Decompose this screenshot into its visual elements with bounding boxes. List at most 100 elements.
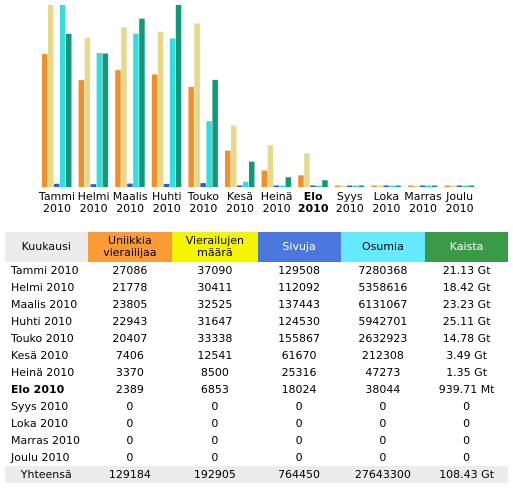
table-cell: Tammi 2010 (11, 264, 79, 277)
bar (225, 150, 231, 187)
bar (371, 185, 377, 187)
table-cell: 3.49 Gt (446, 349, 488, 362)
month-label: Syys 2010 (335, 190, 364, 215)
column-header: Kaista (425, 232, 508, 262)
table-cell: 0 (463, 451, 471, 464)
bar (66, 33, 72, 187)
table-cell: 30411 (197, 281, 233, 294)
table-cell: 2632923 (358, 332, 408, 345)
total-cell: 27643300 (340, 466, 426, 483)
table-cell: 23.23 Gt (442, 298, 491, 311)
table-cell: 939.71 Mt (438, 383, 495, 396)
column-header: Kuukausi (5, 232, 88, 262)
table-cell: 1.35 Gt (446, 366, 488, 379)
total-cell: 129184 (87, 466, 173, 483)
table-cell: 23805 (112, 298, 148, 311)
month-label: Kesä 2010 (226, 190, 254, 215)
table-cell: 37090 (197, 264, 233, 277)
bar (169, 38, 176, 187)
bar (42, 54, 48, 187)
table-cell: 25316 (281, 366, 317, 379)
table-cell: 6131067 (358, 298, 408, 311)
column-header: Uniikkia vierailijaa (87, 232, 173, 262)
total-cell: Yhteensä (5, 466, 88, 483)
table-cell: 0 (463, 434, 471, 447)
table-cell: Huhti 2010 (11, 315, 73, 328)
bar (163, 183, 170, 187)
bar (249, 161, 255, 187)
bar (414, 185, 420, 187)
bar (78, 80, 85, 187)
bar (212, 79, 218, 187)
bar (157, 31, 164, 187)
table-cell: 0 (295, 451, 303, 464)
bar (304, 153, 310, 187)
table-cell: 2389 (115, 383, 144, 396)
table-row: Tammi 2010 27086 37090 129508 7280368 21.13 G… (5, 262, 508, 279)
table-cell: Helmi 2010 (11, 281, 75, 294)
bar (285, 177, 292, 187)
bar (121, 27, 127, 188)
bar (84, 37, 91, 187)
bar (115, 70, 121, 187)
column-header: Osumia (340, 232, 426, 262)
bar (316, 185, 322, 187)
bar (261, 170, 268, 187)
stats-table: Kuukausi Uniikkia vierailijaa Vierailujen … (5, 232, 508, 483)
table-cell: 5358616 (358, 281, 408, 294)
total-cell: 192905 (172, 466, 258, 483)
bar (426, 185, 432, 187)
table-cell: 5942701 (358, 315, 408, 328)
table-cell: Marras 2010 (11, 434, 81, 447)
table-cell: 18.42 Gt (442, 281, 491, 294)
month-label: Maalis 2010 (112, 190, 148, 215)
table-cell: 137443 (278, 298, 321, 311)
table-cell: 6853 (200, 383, 229, 396)
bar (267, 145, 274, 187)
bar (139, 18, 145, 187)
table-cell: Touko 2010 (11, 332, 74, 345)
chart (42, 5, 475, 188)
table-cell: 14.78 Gt (442, 332, 491, 345)
month-label: Marras 2010 (404, 190, 442, 215)
table-cell: 33338 (197, 332, 233, 345)
table-cell: 61670 (281, 349, 317, 362)
table-cell: 124530 (278, 315, 321, 328)
bar (298, 175, 304, 187)
table-cell: 0 (379, 417, 387, 430)
bar (54, 183, 60, 187)
table-cell: 0 (463, 400, 471, 413)
table-cell: Heinä 2010 (11, 366, 75, 379)
table-row: Loka 2010 0 0 0 0 0 (5, 415, 508, 432)
table-cell: Elo 2010 (11, 383, 65, 396)
table-cell: 7280368 (358, 264, 408, 277)
total-cell: 764450 (257, 466, 341, 483)
table-cell: 0 (126, 400, 134, 413)
table-cell: 7406 (115, 349, 144, 362)
bar (420, 185, 426, 187)
bar (127, 183, 133, 187)
table-row: Syys 2010 0 0 0 0 0 (5, 398, 508, 415)
table-cell: 0 (295, 434, 303, 447)
table-row: Joulu 2010 0 0 0 0 0 (5, 449, 508, 466)
total-cell: 108.43 Gt (425, 466, 508, 483)
table-row: Helmi 2010 21778 30411 112092 5358616 18.42 G… (5, 279, 508, 296)
table-cell: 0 (379, 434, 387, 447)
table-cell: Syys 2010 (11, 400, 69, 413)
table-cell: Loka 2010 (11, 417, 69, 430)
bar (310, 185, 316, 187)
column-header: Sivuja (257, 232, 341, 262)
table-row: Marras 2010 0 0 0 0 0 (5, 432, 508, 449)
bar (48, 5, 54, 187)
table-cell: Kesä 2010 (11, 349, 69, 362)
bar (383, 185, 389, 187)
table-row: Kesä 2010 7406 12541 61670 212308 3.49 Gt (5, 347, 508, 364)
bar (231, 125, 237, 187)
table-cell: 0 (126, 451, 134, 464)
table-cell: 0 (295, 400, 303, 413)
table-cell: 27086 (112, 264, 148, 277)
table-cell: 47273 (365, 366, 401, 379)
bar (200, 183, 206, 187)
table-cell: 0 (211, 434, 219, 447)
